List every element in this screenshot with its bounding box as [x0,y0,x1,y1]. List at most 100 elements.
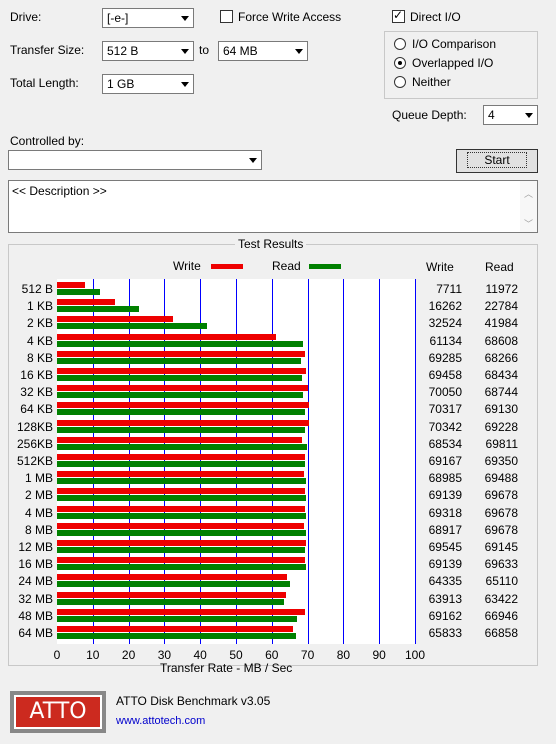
y-tick-label: 4 KB [26,333,53,348]
y-tick-label: 12 MB [18,540,53,554]
write-value: 69167 [428,454,462,468]
write-value: 70050 [428,385,462,400]
chevron-down-icon[interactable] [244,151,261,169]
legend-read-swatch [309,264,341,269]
chevron-down-icon[interactable] [176,9,193,27]
chevron-down-icon[interactable] [290,42,307,60]
read-value: 66946 [484,608,518,623]
write-bar [57,436,303,443]
total-length-select[interactable]: 1 GB [102,74,194,94]
description-box[interactable]: << Description >> ︿ ﹀ [8,180,538,233]
read-value: 69811 [485,436,518,451]
read-bar [57,443,307,450]
transfer-to-select[interactable]: 64 MB [218,41,308,61]
to-label: to [199,43,210,57]
x-tick-label: 50 [229,648,243,662]
drive-value: [-e-] [107,11,129,25]
write-value: 63913 [428,591,462,606]
read-bar [57,392,304,399]
x-tick-label: 40 [193,648,207,662]
write-value: 16262 [428,299,462,314]
write-value: 65833 [428,626,462,640]
description-scrollbar[interactable]: ︿ ﹀ [520,181,537,232]
controlled-by-label: Controlled by: [10,134,85,148]
transfer-size-label: Transfer Size: [10,43,85,57]
queue-depth-select[interactable]: 4 [483,105,538,125]
read-values-column: 11972 22784 41984 68608 68266 68434 68744 69130… [474,282,520,644]
read-bar [57,323,208,330]
read-value: 69350 [484,454,518,468]
y-tick-label: 16 MB [18,557,53,572]
y-tick-label: 512KB [16,454,53,468]
drive-select[interactable]: [-e-] [102,8,194,28]
chevron-down-icon[interactable] [176,42,193,60]
write-bar [57,505,306,512]
x-tick-label: 70 [300,648,315,662]
x-tick-label: 30 [157,648,172,662]
read-value: 41984 [484,316,518,331]
direct-io-checkbox[interactable] [392,8,405,23]
gridline [379,279,380,644]
y-tick-label: 8 KB [26,350,53,365]
col-read-header: Read [485,260,514,274]
read-value: 66858 [484,626,518,640]
x-tick-label: 20 [121,648,136,662]
write-bar [57,419,309,426]
write-bar [57,282,85,288]
queue-depth-label: Queue Depth: [392,108,467,122]
overlapped-io-radio[interactable] [394,57,406,69]
x-axis-ticks: 0 10 20 30 40 50 60 70 80 90 100 [54,648,425,662]
direct-io-label: Direct I/O [410,10,461,24]
read-value: 69678 [484,522,518,537]
write-bar [57,402,309,409]
read-bar [57,615,297,622]
scroll-up-icon[interactable]: ︿ [524,189,534,199]
write-value: 68917 [428,522,462,537]
write-value: 70317 [428,402,462,417]
write-bar [57,299,116,306]
col-write-header: Write [426,260,454,274]
io-comparison-radio[interactable] [394,38,406,50]
y-tick-label: 32 MB [18,591,53,606]
legend-read-label: Read [272,259,301,273]
read-bar [57,478,306,485]
transfer-to-value: 64 MB [223,44,258,58]
y-tick-label: 4 MB [24,505,53,520]
chevron-down-icon[interactable] [176,75,193,93]
y-tick-label: 512 B [21,282,53,296]
transfer-from-select[interactable]: 512 B [102,41,194,61]
gridline [308,279,309,644]
attotech-link[interactable]: www.attotech.com [116,715,206,727]
read-value: 68744 [484,385,518,400]
read-bar [57,409,305,416]
neither-label: Neither [412,75,451,89]
y-tick-label: 2 KB [26,316,53,331]
controlled-by-select[interactable] [8,150,262,170]
chevron-down-icon[interactable] [520,106,537,124]
legend-write-swatch [211,264,243,269]
x-tick-label: 10 [86,648,100,662]
read-bar [57,340,303,347]
test-results-title: Test Results [235,237,307,251]
write-value: 68985 [428,471,462,486]
read-bar [57,357,302,364]
write-bar [57,608,305,615]
read-bar [57,512,307,519]
total-length-value: 1 GB [107,77,135,91]
start-button[interactable]: Start [456,149,538,173]
queue-depth-value: 4 [488,108,495,122]
x-tick-label: 60 [265,648,279,662]
read-value: 65110 [485,574,518,589]
write-bar [57,471,304,478]
write-value: 69545 [428,540,462,554]
total-length-label: Total Length: [10,76,79,90]
read-value: 68434 [484,368,518,382]
write-bar [57,557,305,564]
neither-radio[interactable] [394,76,406,88]
force-write-checkbox[interactable] [220,10,233,23]
write-value: 64335 [428,574,462,589]
atto-logo: ATTO [10,691,106,733]
start-button-label: Start [467,152,527,168]
gridline [415,279,416,644]
scroll-down-icon[interactable]: ﹀ [524,219,534,229]
